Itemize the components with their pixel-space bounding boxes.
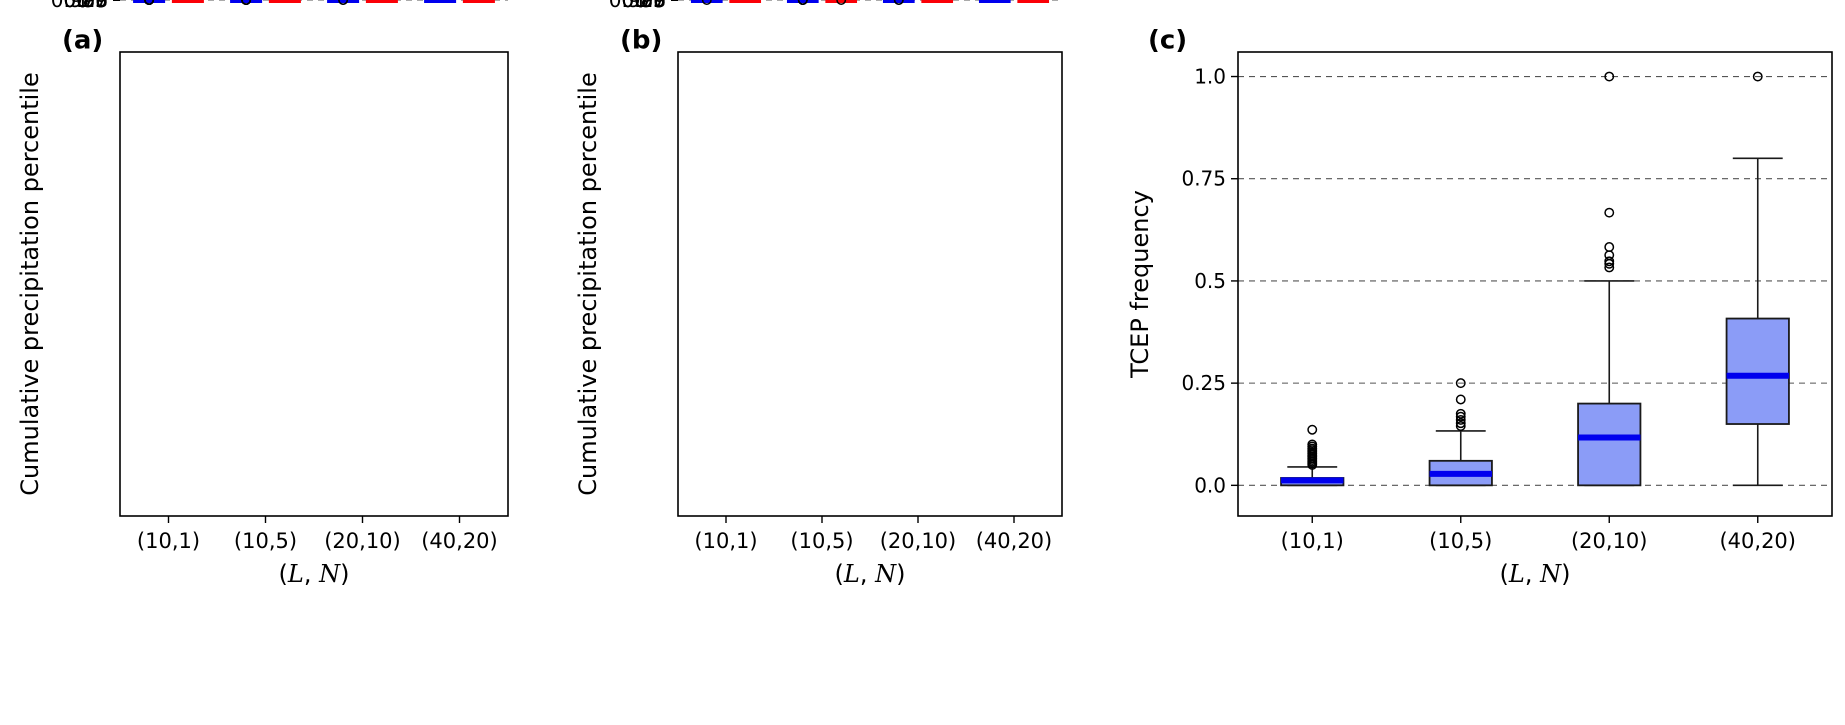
outlier-marker bbox=[1752, 71, 1763, 82]
ytick-label: 0.6 bbox=[634, 0, 666, 12]
ytick-label: 1.0 bbox=[76, 0, 108, 12]
ytick-label: 0.85 bbox=[63, 0, 108, 12]
ytick-label: 0.85 bbox=[621, 0, 666, 12]
panel-tag-label: (a) bbox=[62, 25, 103, 55]
xtick-label: (40,20) bbox=[421, 529, 498, 553]
outlier-marker bbox=[1455, 414, 1466, 425]
ytick-label: 0.6 bbox=[76, 0, 108, 12]
y-axis-title: Cumulative precipitation percentile bbox=[16, 72, 44, 495]
xtick-label: (40,20) bbox=[976, 529, 1053, 553]
ytick-label: 1.0 bbox=[1194, 65, 1226, 89]
ytick-label: 0.975 bbox=[51, 0, 108, 12]
box-group bbox=[230, 0, 263, 5]
outlier-marker bbox=[241, 0, 252, 5]
xtick-label: (10,1) bbox=[137, 529, 200, 553]
box-group bbox=[1428, 378, 1493, 487]
xtick-label: (10,1) bbox=[694, 529, 757, 553]
outlier-marker bbox=[1455, 378, 1466, 389]
box-group bbox=[1280, 424, 1345, 487]
ytick-label: 0.5 bbox=[1194, 269, 1226, 293]
outlier-marker bbox=[701, 0, 712, 5]
outlier-marker bbox=[893, 0, 904, 5]
xtick-label: (10,5) bbox=[790, 529, 853, 553]
ytick-label: 0.8 bbox=[76, 0, 108, 12]
xtick-label: (10,1) bbox=[1281, 529, 1344, 553]
panel-c: (c) 0.0 0.25 0.5 0.75 1.0 TCEP frequency (10,1)… bbox=[1090, 0, 1845, 725]
box-group bbox=[133, 0, 166, 5]
box-group bbox=[327, 0, 360, 5]
outlier-marker bbox=[1604, 71, 1615, 82]
xtick-label: (10,5) bbox=[234, 529, 297, 553]
box-rect bbox=[1725, 317, 1790, 425]
box-group bbox=[786, 0, 819, 5]
outlier-marker bbox=[144, 0, 155, 5]
y-axis-title: Cumulative precipitation percentile bbox=[574, 72, 602, 495]
xtick-label: (20,10) bbox=[1571, 529, 1648, 553]
ytick-label: 0.95 bbox=[621, 0, 666, 12]
outlier-marker bbox=[1455, 421, 1466, 432]
plot-frame bbox=[1237, 51, 1833, 517]
outlier-marker bbox=[1604, 207, 1615, 218]
outlier-marker bbox=[1307, 459, 1318, 470]
ytick-label: 0.25 bbox=[1181, 371, 1226, 395]
ytick-label: 0.7 bbox=[634, 0, 666, 12]
panel-a: (a) 0.5 0.6 0.7 0.8 0.85 0.9 0.95 0.975 0.99 1.0 Cu… bbox=[0, 0, 615, 725]
ytick-label: 0.9 bbox=[634, 0, 666, 12]
outlier-marker bbox=[1604, 258, 1615, 269]
plot-frame bbox=[677, 51, 1063, 517]
box-group bbox=[1577, 71, 1642, 487]
ytick-label: 0.5 bbox=[634, 0, 666, 12]
x-axis-title: (L, N) bbox=[1500, 560, 1571, 588]
outlier-marker bbox=[797, 0, 808, 5]
box-group bbox=[882, 0, 915, 5]
y-axis-title: TCEP frequency bbox=[1126, 190, 1154, 379]
panel-tag-label: (b) bbox=[620, 25, 662, 55]
box-group bbox=[690, 0, 723, 5]
panel-b: (b) 0.5 0.6 0.7 0.8 0.85 0.9 0.95 0.975 0.99 1.0 Cu… bbox=[560, 0, 1120, 725]
ytick-label: 0.0 bbox=[1194, 473, 1226, 497]
outlier-marker bbox=[1455, 418, 1466, 429]
outlier-marker bbox=[1455, 394, 1466, 405]
panel-tag-label: (c) bbox=[1148, 25, 1187, 55]
xtick-label: (40,20) bbox=[1719, 529, 1796, 553]
xtick-label: (20,10) bbox=[880, 529, 957, 553]
outlier-marker bbox=[836, 0, 847, 5]
ytick-label: 0.7 bbox=[76, 0, 108, 12]
xtick-label: (10,5) bbox=[1429, 529, 1492, 553]
ytick-label: 0.99 bbox=[621, 0, 666, 12]
plot-frame bbox=[119, 51, 509, 517]
ytick-label: 0.975 bbox=[609, 0, 666, 12]
outlier-marker bbox=[1307, 424, 1318, 435]
box-group bbox=[1725, 71, 1790, 487]
ytick-label: 0.95 bbox=[63, 0, 108, 12]
ytick-label: 1.0 bbox=[634, 0, 666, 12]
outlier-marker bbox=[1604, 262, 1615, 273]
xtick-label: (20,10) bbox=[324, 529, 401, 553]
ytick-label: 0.99 bbox=[63, 0, 108, 12]
box-rect bbox=[1577, 402, 1642, 487]
outlier-marker bbox=[338, 0, 349, 5]
x-axis-title: (L, N) bbox=[835, 560, 906, 588]
ytick-label: 0.75 bbox=[1181, 167, 1226, 191]
outlier-marker bbox=[1455, 408, 1466, 419]
ytick-label: 0.8 bbox=[634, 0, 666, 12]
chart-c: (c) 0.0 0.25 0.5 0.75 1.0 TCEP frequency (10,1)… bbox=[1126, 25, 1833, 588]
box-group bbox=[825, 0, 858, 5]
outlier-marker bbox=[1604, 242, 1615, 252]
ytick-label: 0.9 bbox=[76, 0, 108, 12]
ytick-label: 0.5 bbox=[76, 0, 108, 12]
x-axis-title: (L, N) bbox=[279, 560, 350, 588]
outlier-marker bbox=[1455, 411, 1466, 422]
